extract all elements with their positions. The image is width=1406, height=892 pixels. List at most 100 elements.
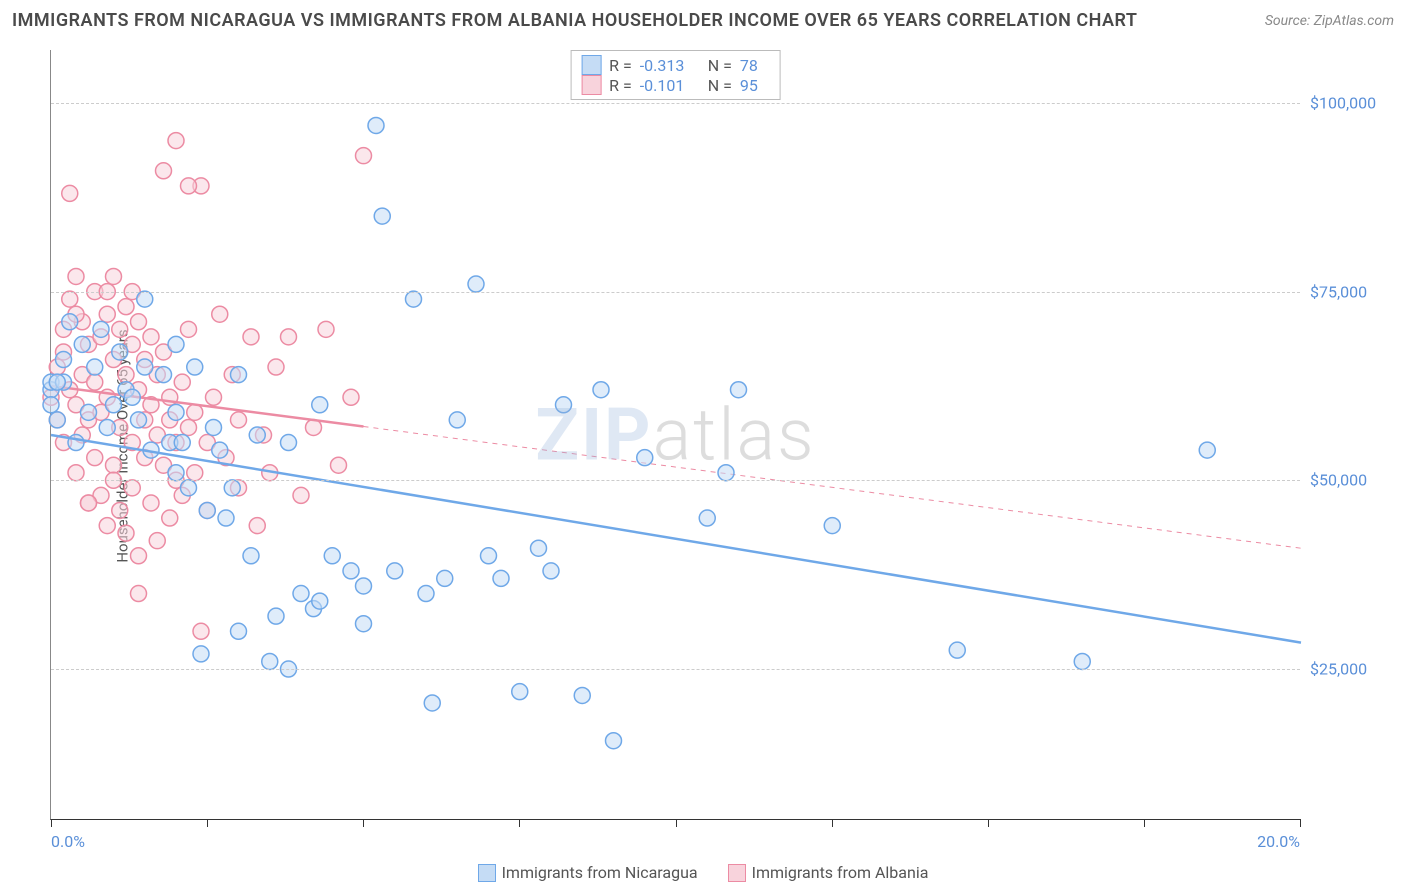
scatter-point-albania (106, 268, 122, 284)
scatter-point-nicaragua (81, 404, 97, 420)
scatter-point-albania (81, 495, 97, 511)
gridline-h (51, 292, 1300, 293)
scatter-point-nicaragua (387, 563, 403, 579)
scatter-point-albania (68, 268, 84, 284)
scatter-point-nicaragua (112, 344, 128, 360)
scatter-point-nicaragua (512, 684, 528, 700)
scatter-point-nicaragua (124, 389, 140, 405)
scatter-point-albania (231, 412, 247, 428)
scatter-point-nicaragua (93, 321, 109, 337)
scatter-point-albania (293, 487, 309, 503)
plot-area: R = -0.313 N = 78 R = -0.101 N = 95 ZIPa… (50, 50, 1300, 820)
x-tick (207, 819, 208, 827)
r-value-albania: -0.101 (640, 76, 700, 95)
scatter-point-nicaragua (556, 397, 572, 413)
scatter-point-nicaragua (174, 435, 190, 451)
scatter-point-nicaragua (212, 442, 228, 458)
scatter-point-albania (118, 367, 134, 383)
scatter-point-albania (162, 510, 178, 526)
scatter-point-albania (212, 306, 228, 322)
n-label: N = (708, 76, 732, 95)
scatter-point-albania (131, 314, 147, 330)
scatter-point-nicaragua (49, 412, 65, 428)
scatter-point-nicaragua (437, 570, 453, 586)
scatter-point-nicaragua (231, 367, 247, 383)
scatter-point-nicaragua (137, 291, 153, 307)
scatter-point-nicaragua (312, 397, 328, 413)
x-tick (1144, 819, 1145, 827)
scatter-point-nicaragua (193, 646, 209, 662)
scatter-point-albania (181, 178, 197, 194)
scatter-point-nicaragua (356, 616, 372, 632)
x-tick (676, 819, 677, 827)
trend-line-nicaragua (51, 435, 1301, 643)
scatter-point-albania (87, 450, 103, 466)
scatter-point-albania (243, 329, 259, 345)
x-tick (1300, 819, 1301, 827)
scatter-point-nicaragua (824, 518, 840, 534)
scatter-point-nicaragua (374, 208, 390, 224)
scatter-point-nicaragua (168, 465, 184, 481)
scatter-point-albania (143, 329, 159, 345)
scatter-point-nicaragua (218, 510, 234, 526)
scatter-point-albania (62, 291, 78, 307)
scatter-point-albania (174, 374, 190, 390)
scatter-point-albania (249, 518, 265, 534)
scatter-point-nicaragua (62, 314, 78, 330)
scatter-point-nicaragua (206, 419, 222, 435)
legend-item-albania: Immigrants from Albania (728, 863, 929, 882)
scatter-point-nicaragua (187, 359, 203, 375)
n-value-albania: 95 (740, 76, 770, 95)
y-tick-label: $25,000 (1310, 660, 1390, 679)
scatter-point-nicaragua (606, 733, 622, 749)
bottom-legend: Immigrants from Nicaragua Immigrants fro… (0, 863, 1406, 882)
x-tick (988, 819, 989, 827)
scatter-point-nicaragua (43, 397, 59, 413)
scatter-point-albania (143, 495, 159, 511)
scatter-point-nicaragua (243, 548, 259, 564)
scatter-point-nicaragua (418, 586, 434, 602)
scatter-point-nicaragua (543, 563, 559, 579)
scatter-point-nicaragua (137, 359, 153, 375)
chart-container: IMMIGRANTS FROM NICARAGUA VS IMMIGRANTS … (0, 0, 1406, 892)
scatter-point-albania (99, 518, 115, 534)
legend-label-nicaragua: Immigrants from Nicaragua (502, 863, 698, 882)
y-tick-label: $100,000 (1310, 93, 1390, 112)
source-label: Source: ZipAtlas.com (1265, 13, 1394, 29)
scatter-point-albania (112, 321, 128, 337)
scatter-point-albania (131, 548, 147, 564)
legend-row-nicaragua: R = -0.313 N = 78 (581, 55, 770, 75)
scatter-point-nicaragua (106, 397, 122, 413)
scatter-point-nicaragua (56, 352, 72, 368)
scatter-point-nicaragua (68, 435, 84, 451)
scatter-point-albania (106, 457, 122, 473)
scatter-point-albania (156, 163, 172, 179)
x-tick (832, 819, 833, 827)
swatch-albania (581, 75, 601, 95)
scatter-point-nicaragua (1199, 442, 1215, 458)
scatter-point-albania (193, 623, 209, 639)
scatter-point-nicaragua (49, 374, 65, 390)
scatter-point-nicaragua (1074, 653, 1090, 669)
r-label: R = (609, 76, 632, 95)
n-label: N = (708, 56, 732, 75)
y-tick-label: $50,000 (1310, 471, 1390, 490)
x-tick-min-label: 0.0% (51, 832, 85, 851)
scatter-point-nicaragua (356, 578, 372, 594)
scatter-point-albania (118, 299, 134, 315)
gridline-h (51, 103, 1300, 104)
scatter-point-nicaragua (168, 404, 184, 420)
scatter-point-nicaragua (699, 510, 715, 526)
n-value-nicaragua: 78 (740, 56, 770, 75)
scatter-point-nicaragua (574, 687, 590, 703)
scatter-point-albania (131, 586, 147, 602)
scatter-point-nicaragua (131, 412, 147, 428)
scatter-point-nicaragua (262, 653, 278, 669)
gridline-h (51, 480, 1300, 481)
scatter-point-nicaragua (199, 502, 215, 518)
gridline-h (51, 669, 1300, 670)
scatter-point-nicaragua (168, 336, 184, 352)
scatter-point-nicaragua (481, 548, 497, 564)
x-tick (51, 819, 52, 827)
scatter-point-albania (68, 465, 84, 481)
